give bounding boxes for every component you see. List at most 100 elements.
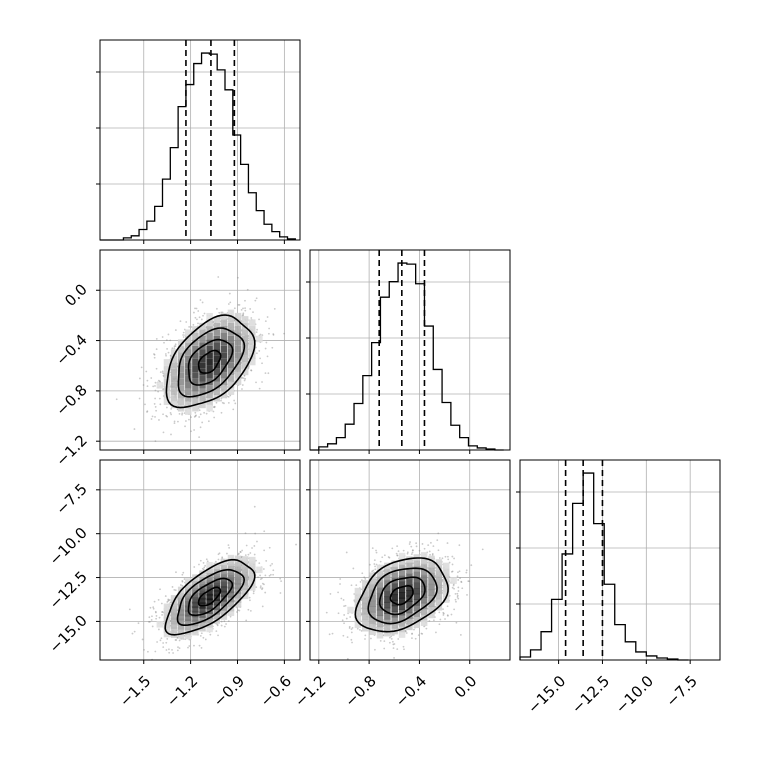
sample-point [283,332,286,335]
sample-point [151,625,154,628]
sample-point [457,597,460,600]
density-cell [241,335,249,343]
density-cell [177,613,185,621]
density-cell [220,567,228,575]
sample-point [194,415,197,417]
density-cell [249,325,256,333]
density-cell [227,316,235,323]
sample-point [215,401,218,404]
sample-point [375,549,377,552]
sample-point [465,569,468,572]
y-tick-label: −12.5 [46,568,91,613]
sample-point [272,334,275,336]
sample-point [423,625,425,628]
density-cell [177,365,185,373]
sample-point [137,622,140,625]
sample-point [227,544,230,547]
density-cell [192,365,199,373]
density-cell [192,610,199,618]
sample-point [197,310,200,312]
sample-point [441,557,444,560]
sample-point [356,627,359,630]
sample-point [388,641,391,644]
density-cell [170,395,178,402]
density-cell [384,596,391,603]
sample-point [450,570,453,573]
sample-point [242,312,245,315]
sample-point [245,619,248,622]
density-cell [442,590,450,598]
sample-point [238,304,241,306]
sample-point [240,308,243,311]
density-cell [177,391,185,399]
sample-point [242,314,245,317]
density-cell [213,349,220,356]
density-cell [391,560,398,568]
sample-point [252,592,255,595]
density-cell [428,594,435,602]
x-tick-label: −1.2 [163,672,201,710]
density-cell [206,561,213,569]
sample-point [457,586,460,589]
sample-point [363,576,366,579]
density-cell [413,621,421,629]
density-cell [220,339,228,346]
sample-point [442,608,444,611]
sample-point [253,505,256,508]
sample-point [223,402,225,405]
density-content [100,460,300,660]
density-cell [234,319,242,326]
sample-point [214,560,217,563]
sample-point [379,560,382,563]
hist-frame [99,39,301,241]
density-cell [163,621,171,629]
density-cell [192,597,199,604]
sample-point [242,377,245,380]
density-cell [220,608,228,616]
sample-point [351,626,354,629]
sample-point [221,311,224,314]
sample-point [160,637,163,640]
sample-point [241,388,243,390]
sample-point [325,611,328,614]
sample-point [460,580,463,583]
sample-point [193,311,195,314]
sample-point [181,412,184,415]
density-cell [420,597,428,604]
sample-point [229,615,232,618]
sample-point [223,625,226,628]
density-cell [241,588,249,595]
sample-point [461,587,464,590]
sample-point [346,636,349,639]
sample-point [459,577,461,580]
density-cell [398,620,406,627]
sample-point [249,308,252,310]
sample-point [150,377,153,379]
density-cell [185,610,192,617]
sample-point [247,553,250,556]
sample-point [342,599,345,601]
density-cell [220,613,228,620]
sample-point [393,657,395,659]
sample-point [391,634,394,636]
density-cell [413,610,421,617]
density-cell [177,623,185,630]
sample-point [167,351,170,354]
sample-point [178,647,181,650]
density-cell [185,596,192,603]
sample-point [164,353,167,355]
panel-frame [99,459,301,661]
density-cell [170,401,178,409]
sample-point [182,571,185,574]
sample-point [410,545,413,548]
contour-line [197,349,222,374]
density-cell [241,348,249,356]
density-cell [213,608,220,615]
density-cell [249,575,256,582]
sample-point [217,558,220,561]
density-cell [376,564,384,572]
sample-point [197,322,199,325]
density-cell [213,599,220,606]
density-cell [192,628,199,636]
sample-point [162,413,164,416]
